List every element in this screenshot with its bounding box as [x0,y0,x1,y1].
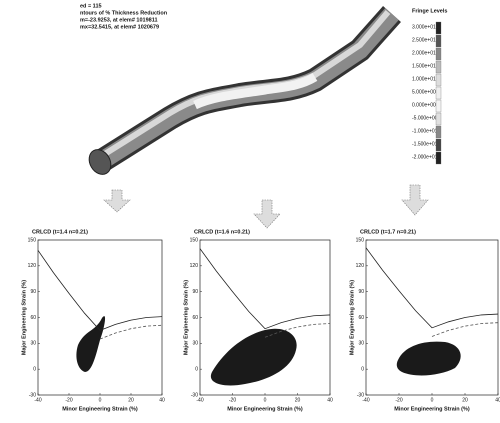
legend-level: 5.000e+00 [412,89,436,95]
legend-swatch [435,73,442,87]
y-tick-label: -30 [191,392,198,398]
x-tick-label: 0 [431,397,434,403]
x-tick-label: -20 [395,397,402,403]
legend-title: Fringe Levels [412,8,447,14]
legend-swatch [435,138,442,152]
y-tick-label: 120 [28,263,37,269]
y-tick-label: 90 [192,289,198,295]
flc-curve [199,248,331,330]
flc-curve [37,250,163,331]
y-tick-label: -30 [29,392,36,398]
y-axis-title: Major Engineering Strain (%) [183,280,189,355]
y-tick-label: 150 [28,237,37,243]
y-tick-label: 120 [190,263,199,269]
legend-swatch [435,21,442,35]
legend-swatch [435,47,442,61]
panel-title: CRLCD (t=1.6 n=0.21) [194,229,250,235]
legend-level: -5.000e+00 [412,115,438,121]
x-tick-label: 20 [128,397,134,403]
x-tick-label: -40 [196,397,203,403]
legend-level: 2.000e+01 [412,50,436,56]
panel-title: CRLCD (t=1.7 n=0.21) [360,229,416,235]
tube-model [88,6,401,175]
strain-clouds [76,316,461,386]
flc-curve [99,324,163,340]
fld-panel: CRLCD (t=1.4 n=0.21) -30 0 30 60 90 120 150 -40 -… [21,229,165,412]
y-tick-label: 90 [30,289,36,295]
header-line: ed = 115 [80,3,102,9]
legend-level: -1.000e+01 [412,128,438,134]
x-tick-label: 40 [495,397,500,403]
legend-swatch [435,125,442,139]
panels: CRLCD (t=1.4 n=0.21)-300306090120150-40-… [21,229,500,412]
y-axis-title: Major Engineering Strain (%) [349,280,355,355]
y-tick-label: 30 [358,341,364,347]
x-tick-label: 0 [264,397,267,403]
flc-curve [365,247,499,329]
legend-swatch [435,34,442,48]
fld-panel: CRLCD (t=1.7 n=0.21) -30 0 30 60 90 120 150 -40 -… [349,229,500,412]
x-axis-title: Minor Engineering Strain (%) [62,406,138,412]
y-tick-label: 30 [192,341,198,347]
legend-swatch [435,99,442,113]
x-tick-label: -40 [362,397,369,403]
fringe-legend: Fringe Levels 3.000e+01 2.500e+01 2.000e+01… [412,8,447,165]
flc-curve [431,322,499,337]
header-line: m=-23.9253, at elem# 1019811 [80,17,158,23]
legend-swatch [435,151,442,165]
x-tick-label: 0 [99,397,102,403]
legend-swatch [435,112,442,126]
legend-swatch [435,86,442,100]
y-tick-label: 30 [30,341,36,347]
y-axis-title: Major Engineering Strain (%) [21,280,27,355]
header-line: mx=32.5415, at elem# 1020679 [80,24,159,30]
plot-frame [37,239,163,396]
x-tick-label: 40 [159,397,165,403]
y-tick-label: 0 [361,366,364,372]
x-tick-label: -20 [65,397,72,403]
y-tick-label: 60 [30,315,36,321]
y-tick-label: 60 [192,315,198,321]
y-tick-label: 150 [356,237,365,243]
panel-title: CRLCD (t=1.4 n=0.21) [32,229,88,235]
y-tick-label: 0 [195,366,198,372]
legend-level: -2.000e+01 [412,154,438,160]
legend-level: -1.500e+01 [412,141,438,147]
y-tick-label: 60 [358,315,364,321]
legend-level: 1.500e+01 [412,63,436,69]
legend-level: 0.000e+00 [412,102,436,108]
y-tick-label: 150 [190,237,199,243]
x-tick-label: -20 [229,397,236,403]
header-line: ntours of % Thickness Reduction [80,10,168,16]
legend-swatch [435,60,442,74]
legend-level: 1.000e+01 [412,76,436,82]
x-axis-title: Minor Engineering Strain (%) [227,406,303,412]
y-tick-label: -30 [357,392,364,398]
y-tick-label: 0 [33,366,36,372]
x-axis-title: Minor Engineering Strain (%) [394,406,470,412]
flc-curve [264,323,331,338]
legend-level: 3.000e+01 [412,24,436,30]
y-tick-label: 120 [356,263,365,269]
arrows [103,184,429,229]
x-tick-label: 40 [327,397,333,403]
y-tick-label: 90 [358,289,364,295]
legend-level: 2.500e+01 [412,37,436,43]
x-tick-label: 20 [462,397,468,403]
x-tick-label: -40 [34,397,41,403]
x-tick-label: 20 [295,397,301,403]
fld-panel: CRLCD (t=1.6 n=0.21) -30 0 30 60 90 120 150 -40 -… [183,229,333,412]
